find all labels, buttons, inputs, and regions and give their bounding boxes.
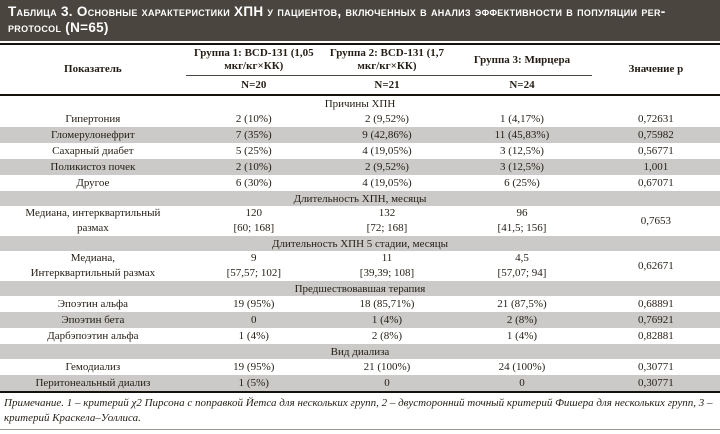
value-cell-group1: 19 (95%) — [233, 360, 275, 373]
value-cell-group2: 2 (9,52%) — [364, 112, 409, 125]
p-value-cell: 0,72631 — [638, 112, 674, 125]
table-row: Эпоэтин альфа 19 (95%) 18 (85,71%) 21 (87,5… — [0, 296, 720, 312]
p-value-cell: 0,30771 — [638, 360, 674, 373]
value-cell-group3: 21 (87,5%) — [497, 297, 547, 310]
value-cell-group2: 4 (19,05%) — [362, 176, 412, 189]
group3-n: N=24 — [509, 78, 535, 91]
value-cell-group3: 11 (45,83%) — [494, 128, 550, 141]
table-row: Медиана, интерквартильный размах 120 [60;… — [0, 206, 720, 236]
table-row: Дарбэпоэтин альфа 1 (4%) 2 (8%) 1 (4%) 0,828… — [0, 328, 720, 344]
section-row: Предшествовавшая терапия — [0, 281, 720, 296]
section-row: Причины ХПН — [0, 95, 720, 111]
table-footnote: Примечание. 1 – критерий χ2 Пирсона с по… — [0, 393, 720, 430]
value-cell-group3: 1 (4%) — [506, 329, 538, 342]
value-cell-group1: 2 (10%) — [235, 160, 272, 173]
value-cell-group3: 3 (12,5%) — [499, 160, 544, 173]
p-value-cell: 0,30771 — [638, 376, 674, 389]
value-cell-group3: 96 [41,5; 156] — [497, 207, 547, 234]
p-value-cell: 0,76921 — [638, 313, 674, 326]
row-label-cell: Перитонеальный диализ — [35, 376, 151, 389]
row-label-cell: Сахарный диабет — [52, 144, 134, 157]
col-header-group3: Группа 3: Мирцера — [452, 44, 592, 76]
p-value-cell: 1,001 — [643, 160, 669, 173]
section-row: Длительность ХПН, месяцы — [0, 191, 720, 206]
table-title: Таблица 3. Основные характеристики ХПН у… — [8, 4, 666, 35]
p-value-cell: 0,62671 — [638, 259, 674, 272]
col-header-parameter: Показатель — [64, 63, 122, 75]
value-cell-group3: 0 — [519, 376, 525, 389]
table-row: Перитонеальный диализ 1 (5%) 0 0 0,30771 — [0, 375, 720, 392]
col-header-group2: Группа 2: BCD-131 (1,7 мкг/кг×КК) — [321, 44, 453, 76]
table-row: Гломерулонефрит 7 (35%) 9 (42,86%) 11 (45,8… — [0, 127, 720, 143]
value-cell-group1: 120 [60; 168] — [233, 207, 275, 234]
row-label-cell: Другое — [76, 176, 110, 189]
table-header: Показатель Группа 1: BCD-131 (1,05 мкг/к… — [0, 44, 720, 95]
value-cell-group2: 9 (42,86%) — [362, 128, 412, 141]
value-cell-group1: 5 (25%) — [235, 144, 272, 157]
value-cell-group2: 132 [72; 168] — [366, 207, 408, 234]
value-cell-group2: 0 — [384, 376, 390, 389]
section-row: Длительность ХПН 5 стадии, месяцы — [0, 236, 720, 251]
value-cell-group1: 1 (5%) — [238, 376, 269, 389]
row-label-cell: Медиана, интерквартильный размах — [25, 207, 161, 234]
value-cell-group3: 1 (4,17%) — [499, 112, 544, 125]
value-cell-group2: 2 (8%) — [371, 329, 403, 342]
value-cell-group3: 2 (8%) — [506, 313, 538, 326]
section-header-cell: Длительность ХПН, месяцы — [293, 192, 427, 205]
section-header-cell: Вид диализа — [330, 345, 390, 358]
p-value-cell: 0,68891 — [638, 297, 674, 310]
value-cell-group2: 1 (4%) — [371, 313, 403, 326]
value-cell-group2: 2 (9,52%) — [364, 160, 409, 173]
table-row: Поликистоз почек 2 (10%) 2 (9,52%) 3 (12,5%… — [0, 159, 720, 175]
p-value-cell: 0,56771 — [638, 144, 674, 157]
table-row: Другое 6 (30%) 4 (19,05%) 6 (25%) 0,67071 — [0, 175, 720, 191]
characteristics-table: Показатель Группа 1: BCD-131 (1,05 мкг/к… — [0, 43, 720, 393]
value-cell-group2: 21 (100%) — [363, 360, 411, 373]
section-header-cell: Предшествовавшая терапия — [294, 282, 426, 295]
value-cell-group1: 7 (35%) — [235, 128, 272, 141]
header-group-row: Показатель Группа 1: BCD-131 (1,05 мкг/к… — [0, 44, 720, 76]
p-value-cell: 0,82881 — [638, 329, 674, 342]
value-cell-group2: 11 [39,39; 108] — [359, 252, 415, 279]
table-row: Гемодиализ 19 (95%) 21 (100%) 24 (100%) 0,30… — [0, 359, 720, 375]
section-row: Вид диализа — [0, 344, 720, 359]
value-cell-group1: 2 (10%) — [235, 112, 272, 125]
row-label-cell: Гломерулонефрит — [51, 128, 135, 141]
table-row: Сахарный диабет 5 (25%) 4 (19,05%) 3 (12,5%… — [0, 143, 720, 159]
row-label-cell: Медиана, Интерквартильный размах — [30, 252, 156, 279]
table-title-bar: Таблица 3. Основные характеристики ХПН у… — [0, 0, 720, 41]
group2-n: N=21 — [374, 78, 400, 91]
value-cell-group3: 6 (25%) — [504, 176, 540, 189]
header-n-row: N=20 N=21 N=24 — [0, 76, 720, 96]
table-row: Эпоэтин бета 0 1 (4%) 2 (8%) 0,76921 — [0, 312, 720, 328]
col-header-group1: Группа 1: BCD-131 (1,05 мкг/кг×КК) — [185, 44, 322, 76]
value-cell-group3: 24 (100%) — [498, 360, 546, 373]
value-cell-group1: 19 (95%) — [233, 297, 275, 310]
value-cell-group1: 9 [57,57; 102] — [226, 252, 281, 279]
row-label-cell: Дарбэпоэтин альфа — [47, 329, 139, 342]
value-cell-group3: 4,5 [57,07; 94] — [497, 252, 547, 279]
value-cell-group2: 4 (19,05%) — [362, 144, 412, 157]
col-header-p-value: Значение p — [628, 63, 684, 75]
table-body: Причины ХПН Гипертония 2 (10%) 2 (9,52%) 1 (… — [0, 95, 720, 392]
section-header-cell: Длительность ХПН 5 стадии, месяцы — [272, 237, 448, 250]
group1-n: N=20 — [241, 78, 267, 91]
row-label-cell: Гемодиализ — [65, 360, 121, 373]
value-cell-group2: 18 (85,71%) — [359, 297, 415, 310]
row-label-cell: Эпоэтин альфа — [57, 297, 129, 310]
value-cell-group1: 6 (30%) — [235, 176, 272, 189]
row-label-cell: Гипертония — [65, 112, 121, 125]
p-value-cell: 0,7653 — [640, 214, 672, 227]
p-value-cell: 0,75982 — [638, 128, 674, 141]
row-label-cell: Эпоэтин бета — [61, 313, 125, 326]
value-cell-group1: 0 — [251, 313, 257, 326]
table-row: Гипертония 2 (10%) 2 (9,52%) 1 (4,17%) 0,726… — [0, 111, 720, 127]
table-row: Медиана, Интерквартильный размах 9 [57,57… — [0, 251, 720, 281]
p-value-cell: 0,67071 — [638, 176, 674, 189]
section-header-cell: Причины ХПН — [324, 97, 396, 110]
value-cell-group3: 3 (12,5%) — [499, 144, 544, 157]
row-label-cell: Поликистоз почек — [50, 160, 136, 173]
value-cell-group1: 1 (4%) — [238, 329, 269, 342]
